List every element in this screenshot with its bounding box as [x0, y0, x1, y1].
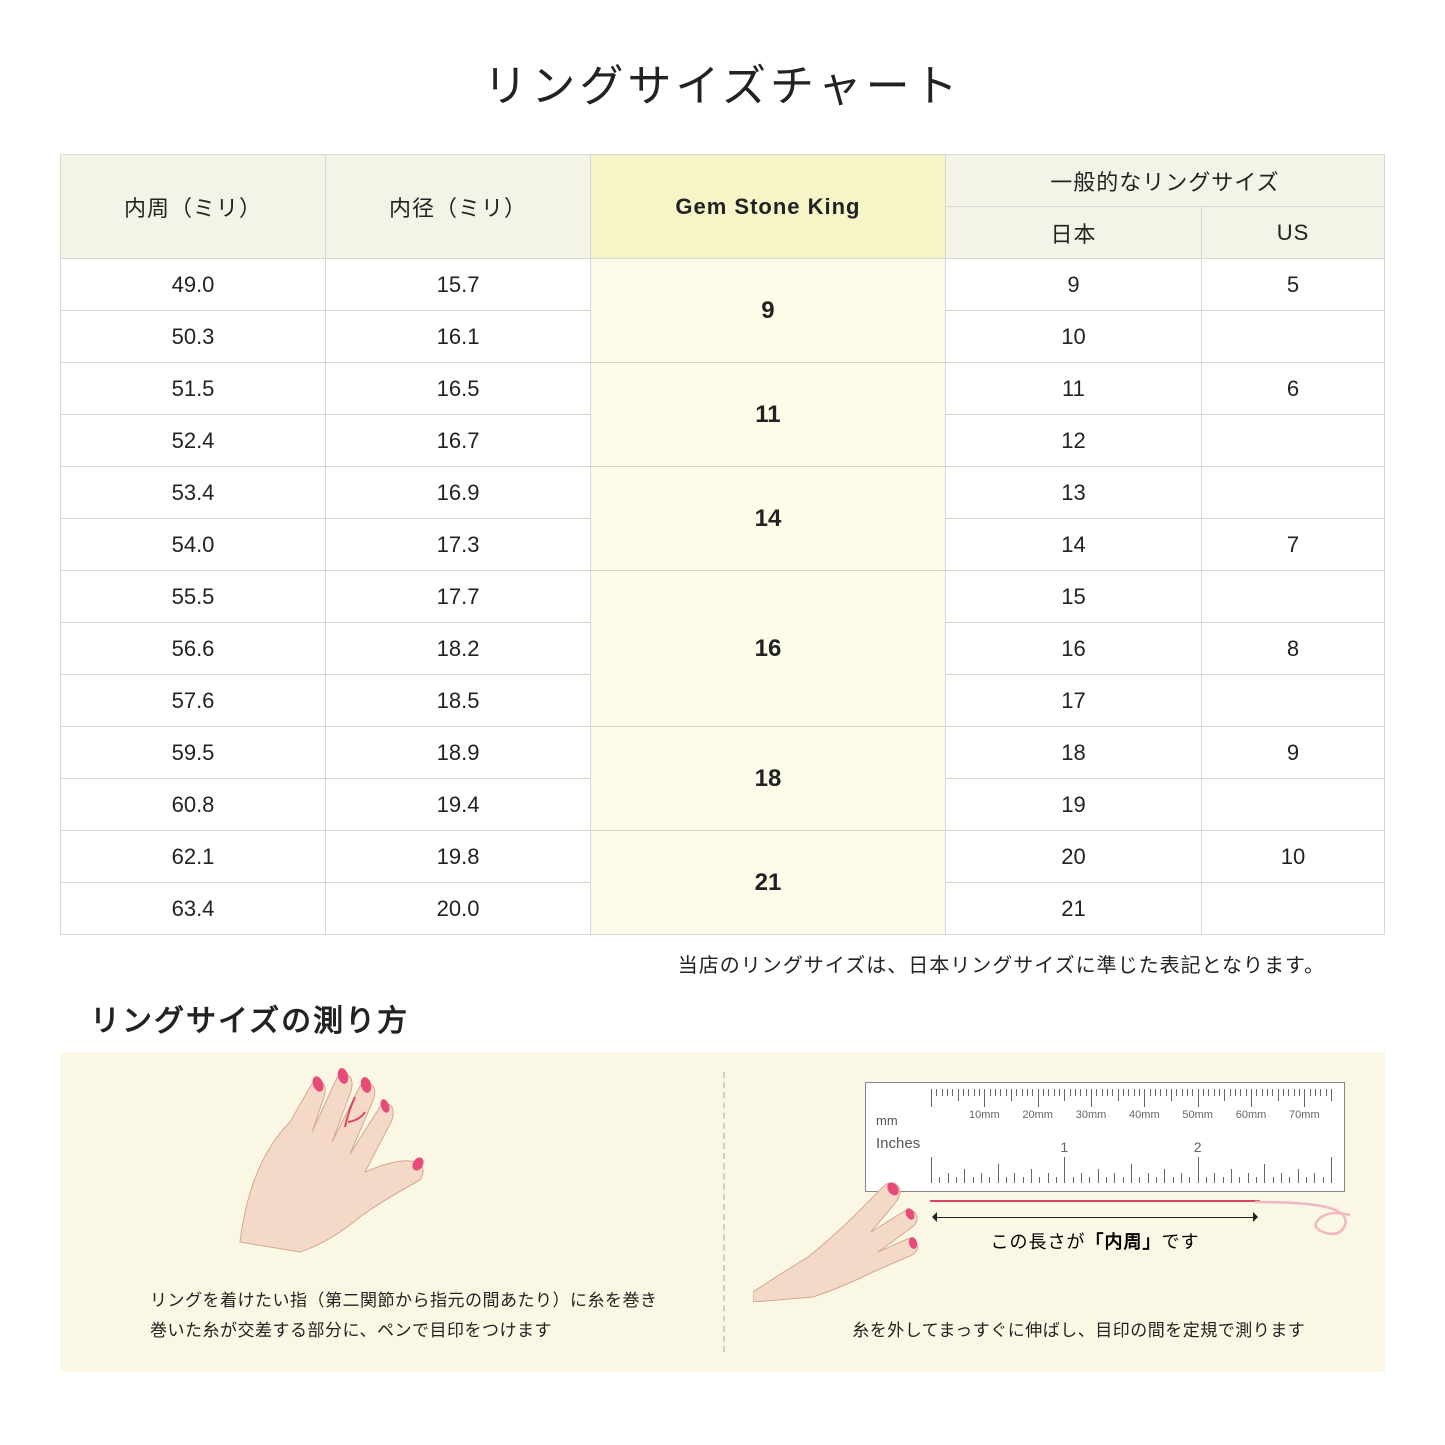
table-row: 62.119.8212010 — [61, 831, 1385, 883]
cell-us: 9 — [1202, 727, 1385, 779]
cell-diameter: 18.2 — [326, 623, 591, 675]
cell-diameter: 19.4 — [326, 779, 591, 831]
cell-diameter: 20.0 — [326, 883, 591, 935]
cell-us — [1202, 311, 1385, 363]
table-row: 59.518.918189 — [61, 727, 1385, 779]
cell-us: 6 — [1202, 363, 1385, 415]
cell-us: 10 — [1202, 831, 1385, 883]
cell-gem: 21 — [591, 831, 946, 935]
cell-circumference: 59.5 — [61, 727, 326, 779]
table-row: 53.416.91413 — [61, 467, 1385, 519]
cell-circumference: 51.5 — [61, 363, 326, 415]
right-caption: 糸を外してまっすぐに伸ばし、目印の間を定規で測ります — [803, 1316, 1356, 1347]
cell-japan: 9 — [945, 259, 1201, 311]
cell-us — [1202, 467, 1385, 519]
cell-circumference: 55.5 — [61, 571, 326, 623]
cell-japan: 15 — [945, 571, 1201, 623]
cell-us — [1202, 675, 1385, 727]
header-circumference: 内周（ミリ） — [61, 155, 326, 259]
cell-japan: 17 — [945, 675, 1201, 727]
cell-circumference: 52.4 — [61, 415, 326, 467]
cell-circumference: 56.6 — [61, 623, 326, 675]
cell-diameter: 16.5 — [326, 363, 591, 415]
cell-diameter: 16.7 — [326, 415, 591, 467]
ruler-illustration: mm Inches 10mm20mm30mm40mm50mm60mm70mm 1… — [865, 1082, 1345, 1192]
cell-circumference: 62.1 — [61, 831, 326, 883]
cell-japan: 19 — [945, 779, 1201, 831]
table-row: 55.517.71615 — [61, 571, 1385, 623]
cell-gem: 16 — [591, 571, 946, 727]
cell-us — [1202, 571, 1385, 623]
header-japan: 日本 — [945, 207, 1201, 259]
cell-us: 5 — [1202, 259, 1385, 311]
right-panel: mm Inches 10mm20mm30mm40mm50mm60mm70mm 1… — [723, 1052, 1386, 1372]
cell-diameter: 17.3 — [326, 519, 591, 571]
cell-diameter: 18.9 — [326, 727, 591, 779]
cell-japan: 14 — [945, 519, 1201, 571]
left-panel: リングを着けたい指（第二関節から指元の間あたり）に糸を巻き 巻いた糸が交差する部… — [60, 1052, 723, 1372]
cell-japan: 10 — [945, 311, 1201, 363]
cell-circumference: 50.3 — [61, 311, 326, 363]
cell-us — [1202, 415, 1385, 467]
red-thread — [865, 1200, 1345, 1203]
cell-diameter: 15.7 — [326, 259, 591, 311]
cell-japan: 13 — [945, 467, 1201, 519]
table-row: 51.516.511116 — [61, 363, 1385, 415]
cell-japan: 20 — [945, 831, 1201, 883]
cell-us: 7 — [1202, 519, 1385, 571]
cell-us: 8 — [1202, 623, 1385, 675]
cell-circumference: 63.4 — [61, 883, 326, 935]
header-diameter: 内径（ミリ） — [326, 155, 591, 259]
cell-japan: 16 — [945, 623, 1201, 675]
header-general: 一般的なリングサイズ — [945, 155, 1384, 207]
cell-diameter: 16.1 — [326, 311, 591, 363]
cell-diameter: 16.9 — [326, 467, 591, 519]
cell-circumference: 57.6 — [61, 675, 326, 727]
table-row: 49.015.7995 — [61, 259, 1385, 311]
cell-diameter: 19.8 — [326, 831, 591, 883]
cell-circumference: 49.0 — [61, 259, 326, 311]
cell-circumference: 60.8 — [61, 779, 326, 831]
header-gem: Gem Stone King — [591, 155, 946, 259]
cell-us — [1202, 779, 1385, 831]
left-caption: リングを着けたい指（第二関節から指元の間あたり）に糸を巻き 巻いた糸が交差する部… — [150, 1286, 693, 1347]
cell-japan: 21 — [945, 883, 1201, 935]
cell-circumference: 53.4 — [61, 467, 326, 519]
hand-wrap-illustration — [200, 1042, 480, 1262]
ruler-in-label: Inches — [876, 1135, 920, 1152]
cell-us — [1202, 883, 1385, 935]
cell-japan: 18 — [945, 727, 1201, 779]
hand-measure-illustration — [753, 1162, 933, 1302]
cell-japan: 11 — [945, 363, 1201, 415]
ruler-mm-label: mm — [876, 1113, 898, 1128]
header-us: US — [1202, 207, 1385, 259]
cell-diameter: 18.5 — [326, 675, 591, 727]
cell-gem: 14 — [591, 467, 946, 571]
cell-gem: 11 — [591, 363, 946, 467]
size-chart-table: 内周（ミリ） 内径（ミリ） Gem Stone King 一般的なリングサイズ … — [60, 154, 1385, 935]
table-note: 当店のリングサイズは、日本リングサイズに準じた表記となります。 — [60, 949, 1385, 978]
measure-arrow: この長さが「内周」です — [925, 1217, 1265, 1254]
cell-gem: 9 — [591, 259, 946, 363]
info-panel: リングを着けたい指（第二関節から指元の間あたり）に糸を巻き 巻いた糸が交差する部… — [60, 1052, 1385, 1372]
measure-subtitle: リングサイズの測り方 — [90, 996, 1385, 1040]
page-title: リングサイズチャート — [60, 50, 1385, 114]
cell-circumference: 54.0 — [61, 519, 326, 571]
cell-gem: 18 — [591, 727, 946, 831]
cell-diameter: 17.7 — [326, 571, 591, 623]
cell-japan: 12 — [945, 415, 1201, 467]
